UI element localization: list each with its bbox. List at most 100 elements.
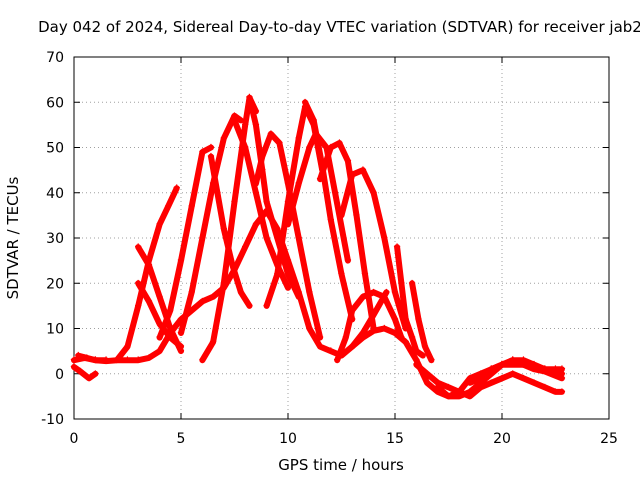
data-point: +	[262, 196, 270, 207]
data-point: +	[173, 183, 181, 194]
data-point: +	[91, 368, 99, 379]
data-point: +	[316, 341, 324, 352]
data-point: +	[498, 373, 506, 384]
data-point: +	[509, 359, 517, 370]
data-point: +	[337, 210, 345, 221]
data-point: +	[369, 187, 377, 198]
data-point: +	[262, 233, 270, 244]
data-point: +	[348, 169, 356, 180]
data-point: +	[228, 260, 236, 271]
data-point: +	[284, 255, 292, 266]
series-arc-11: +++++++	[245, 92, 303, 302]
y-tick-label-8: 70	[46, 50, 64, 66]
data-point: +	[380, 233, 388, 244]
data-point: +	[530, 359, 538, 370]
data-point: +	[198, 147, 206, 158]
data-point: +	[487, 364, 495, 375]
data-point: +	[245, 92, 253, 103]
series-arc-4: + + + + +	[134, 242, 185, 357]
data-point: +	[316, 332, 324, 343]
series-trace-arc-4	[135, 244, 184, 355]
data-point: +	[237, 115, 245, 126]
data-point: +	[134, 278, 142, 289]
y-tick-label-1: 0	[55, 367, 64, 383]
data-point: +	[177, 255, 185, 266]
data-point: +	[252, 219, 260, 230]
y-tick-label-0: -10	[41, 412, 64, 428]
data-point: +	[337, 269, 345, 280]
data-point: +	[123, 355, 131, 366]
data-point: +	[327, 214, 335, 225]
data-point: +	[455, 391, 463, 402]
data-point: +	[258, 151, 266, 162]
data-point: +	[83, 352, 91, 363]
data-point: +	[305, 323, 313, 334]
data-point: +	[258, 165, 266, 176]
data-point: +	[369, 309, 377, 320]
data-series: + + + + + + + ++++++ +++++++++++ + ++++ + +++++ + ++ + +…	[70, 92, 566, 402]
data-point: +	[359, 291, 367, 302]
data-point: +	[220, 278, 228, 289]
data-point: +	[391, 314, 399, 325]
series-trace-arc-24	[466, 357, 565, 386]
data-point: +	[177, 346, 185, 357]
data-point: +	[284, 178, 292, 189]
data-point: +	[509, 355, 517, 366]
data-point: +	[316, 174, 324, 185]
data-point: +	[519, 359, 527, 370]
data-point: +	[295, 291, 303, 302]
data-point: +	[412, 346, 420, 357]
data-point: +	[155, 332, 163, 343]
series-trace-arc-14	[302, 99, 356, 323]
data-point: +	[91, 355, 99, 366]
data-point: +	[466, 377, 474, 388]
series-arc-8: +++++++	[177, 110, 245, 338]
data-point: +	[519, 355, 527, 366]
data-point: +	[327, 346, 335, 357]
series-trace-arc-5	[135, 280, 184, 350]
series-arc-2: + + + +	[74, 350, 110, 366]
y-axis-label: SDTVAR / TECUs	[4, 176, 22, 299]
data-point: +	[476, 373, 484, 384]
data-point: +	[305, 142, 313, 153]
y-tick-label-6: 50	[46, 141, 64, 157]
data-point: +	[252, 106, 260, 117]
data-point: +	[455, 386, 463, 397]
data-point: +	[397, 278, 405, 289]
data-point: +	[220, 223, 228, 234]
data-point: +	[558, 373, 566, 384]
x-tick-label-2: 10	[279, 431, 297, 447]
data-point: +	[188, 201, 196, 212]
data-point: +	[102, 355, 110, 366]
data-point: +	[466, 386, 474, 397]
data-point: +	[342, 332, 350, 343]
y-tick-label-4: 30	[46, 231, 64, 247]
y-tick-label-3: 20	[46, 276, 64, 292]
data-point: +	[530, 377, 538, 388]
data-point: +	[359, 328, 367, 339]
data-point: +	[348, 341, 356, 352]
data-point: +	[369, 323, 377, 334]
data-point: +	[207, 142, 215, 153]
data-point: +	[241, 242, 249, 253]
data-point: +	[295, 233, 303, 244]
data-point: +	[155, 219, 163, 230]
series-arc-6: +++++ +	[155, 142, 215, 343]
series-trace-arc-8	[178, 112, 244, 336]
axis-ticks: 0 5 10 15 20 25 -10 0 10 20 30 40 50 60 70	[41, 50, 618, 447]
grid	[74, 57, 609, 419]
data-point: +	[134, 242, 142, 253]
data-point: +	[284, 269, 292, 280]
data-point: +	[444, 391, 452, 402]
data-point: +	[166, 305, 174, 316]
data-point: +	[245, 300, 253, 311]
y-tick-label-2: 10	[46, 322, 64, 338]
series-trace-arc-12	[252, 130, 324, 341]
data-point: +	[382, 287, 390, 298]
data-point: +	[284, 282, 292, 293]
data-point: +	[312, 128, 320, 139]
data-point: +	[391, 328, 399, 339]
data-point: +	[466, 373, 474, 384]
data-point: +	[85, 373, 93, 384]
